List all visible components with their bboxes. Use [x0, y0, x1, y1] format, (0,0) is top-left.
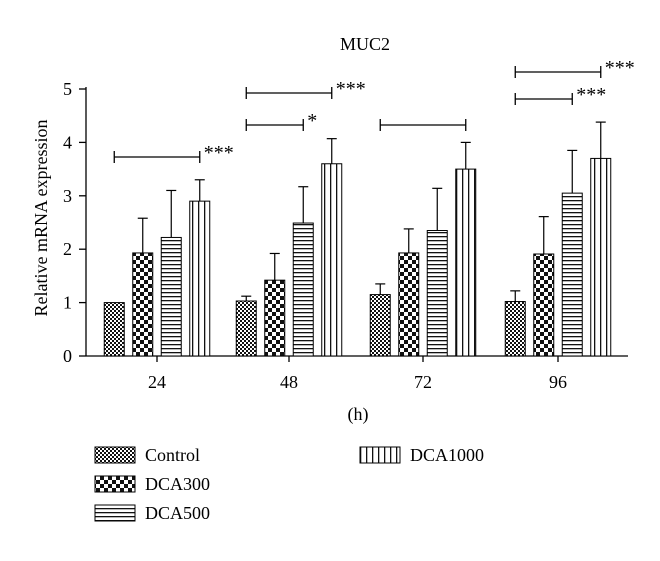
legend-swatch	[94, 446, 136, 464]
legend-swatch	[94, 504, 136, 522]
bar	[504, 301, 526, 357]
error-bars	[137, 121, 606, 302]
bars	[103, 157, 612, 357]
bar	[132, 252, 154, 357]
legend-label: DCA300	[145, 474, 210, 494]
bar	[369, 294, 391, 357]
y-tick-label: 1	[63, 293, 72, 313]
significance-label: ***	[576, 84, 606, 106]
x-axis-label: (h)	[348, 404, 369, 425]
bar	[398, 252, 420, 357]
chart-title: MUC2	[340, 34, 390, 54]
significance-label: ***	[605, 57, 635, 79]
significance-brackets: ******* ******	[113, 57, 635, 164]
legend-label: Control	[145, 445, 200, 465]
bar	[533, 253, 555, 357]
x-tick-label: 48	[280, 372, 298, 392]
bar	[189, 200, 211, 357]
bar	[455, 168, 477, 357]
legend: Control DCA300 DCA500 DCA1000	[94, 445, 484, 523]
y-tick-label: 2	[63, 239, 72, 259]
x-tick-label: 24	[148, 372, 166, 392]
y-tick-label: 3	[63, 186, 72, 206]
bar	[321, 163, 343, 357]
bar	[103, 302, 125, 357]
bar	[292, 222, 314, 357]
bar	[264, 279, 286, 357]
y-tick-label: 5	[63, 79, 72, 99]
y-tick-label: 4	[63, 132, 72, 152]
bar	[235, 300, 257, 357]
bar	[561, 192, 583, 357]
y-tick-label: 0	[63, 346, 72, 366]
legend-swatch	[94, 475, 136, 493]
x-tick-label: 96	[549, 372, 567, 392]
x-tick-label: 72	[414, 372, 432, 392]
significance-label: ***	[204, 142, 234, 164]
legend-label: DCA1000	[410, 445, 484, 465]
y-axis-label: Relative mRNA expression	[31, 120, 51, 317]
bar	[590, 157, 612, 357]
legend-label: DCA500	[145, 503, 210, 523]
bar	[426, 230, 448, 357]
significance-label: ***	[336, 78, 366, 100]
legend-swatch	[359, 446, 401, 464]
significance-label: *	[307, 110, 317, 132]
bar	[160, 236, 182, 357]
